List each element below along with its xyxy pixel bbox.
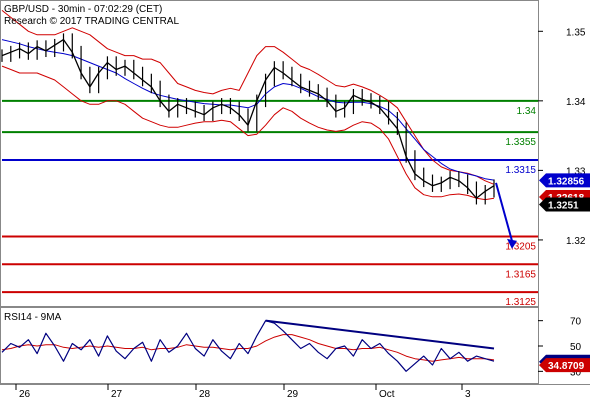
rsi-tag-box (539, 358, 590, 373)
y-tick-label-1.35: 1.35 (566, 27, 586, 38)
rsi-title: RSI14 - 9MA (4, 312, 62, 323)
x-tick-label-Oct: Oct (379, 389, 395, 400)
x-tick-label-29: 29 (287, 389, 299, 400)
price-tag-box (539, 197, 590, 212)
forecast-arrow-shaft (495, 182, 513, 242)
price-tag-label: 1.32856 (548, 176, 585, 187)
level-label-1.3315: 1.3315 (505, 165, 536, 176)
x-tick-label-3: 3 (465, 389, 471, 400)
price-tag-label: 1.3251 (548, 200, 579, 211)
level-label-1.3125: 1.3125 (505, 297, 536, 308)
chart-title: GBP/USD - 30min - 07:02:29 (CET) (4, 4, 162, 15)
price-tag-box (539, 173, 590, 188)
rsi-series (1, 319, 495, 372)
y-tick-label-1.32: 1.32 (566, 236, 586, 247)
x-tick-label-26: 26 (19, 389, 31, 400)
price-close-line (1, 38, 495, 199)
levels: 1.34 1.3355 1.3315 1.3205 1.3165 1.3125 (2, 99, 538, 308)
level-label-1.3165: 1.3165 (505, 269, 536, 280)
y-tick-label-1.33: 1.33 (566, 166, 586, 177)
axes: 1.35 1.34 1.33 1.32 70 50 30 26 27 28 29 Oct 3 (15, 27, 586, 400)
x-tick-label-28: 28 (199, 389, 211, 400)
level-label-1.3355: 1.3355 (505, 137, 536, 148)
moving-average-line (1, 39, 495, 181)
bollinger-lower-line (1, 65, 495, 201)
rsi-y-tick-label-30: 30 (570, 367, 582, 378)
rsi-panel-frame (0, 307, 539, 384)
rsi-y-tick-label-50: 50 (570, 342, 582, 353)
x-tick-label-27: 27 (111, 389, 123, 400)
forecast-arrow-head (507, 238, 517, 249)
rsi-trendline (265, 319, 495, 350)
price-series (1, 10, 517, 249)
rsi-tag-label: 34.8709 (548, 361, 585, 372)
chart-credit: Research © 2017 TRADING CENTRAL (4, 16, 179, 27)
rsi-line (1, 320, 495, 372)
price-panel-frame (0, 0, 539, 307)
bollinger-upper-line (1, 10, 495, 185)
rsi-y-tick-label-70: 70 (570, 317, 582, 328)
level-label-1.34: 1.34 (517, 106, 537, 117)
level-label-1.3205: 1.3205 (505, 241, 536, 252)
y-tick-label-1.34: 1.34 (566, 97, 586, 108)
